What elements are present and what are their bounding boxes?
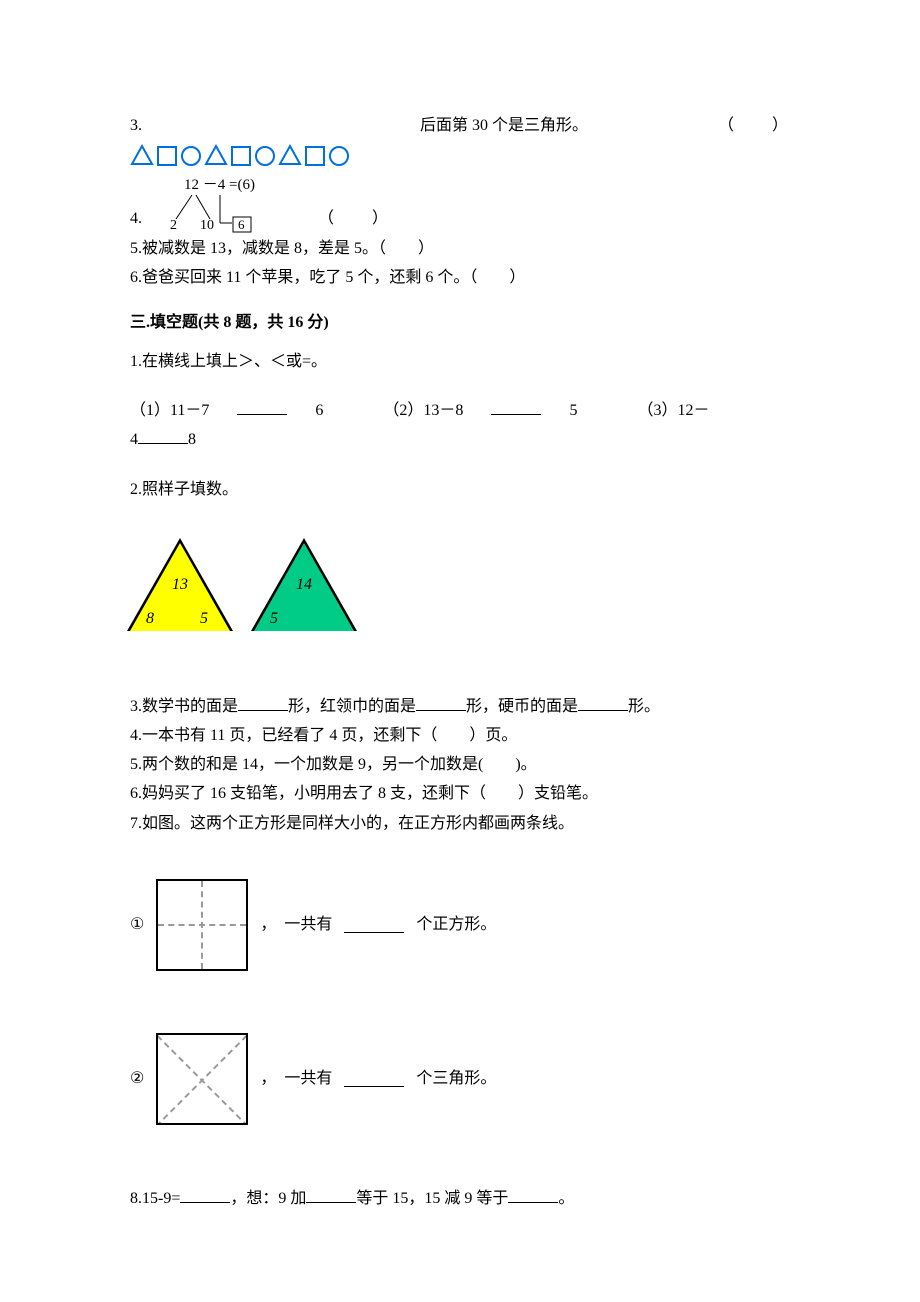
- square-cross: [156, 879, 248, 971]
- q4-paren: （ ）: [318, 205, 390, 232]
- s3-q1-lead: 1.在横线上填上＞、＜或=。: [130, 348, 790, 375]
- s3-q7-lead: 7.如图。这两个正方形是同样大小的，在正方形内都画两条线。: [130, 810, 790, 837]
- svg-text:2: 2: [170, 218, 177, 233]
- svg-text:10: 10: [200, 218, 214, 233]
- blank[interactable]: [306, 1187, 356, 1203]
- blank[interactable]: [508, 1187, 558, 1203]
- s3-q1-p3-cont: 48: [130, 426, 790, 453]
- blank[interactable]: [180, 1187, 230, 1203]
- s3-q1-items: （1）11－76 （2）13－85 （3）12－: [130, 397, 790, 424]
- svg-text:12 －4 =(6): 12 －4 =(6): [184, 177, 255, 193]
- s3-q1-p1: （1）11－76: [130, 402, 355, 419]
- circled-2: ②: [130, 1065, 144, 1092]
- blank[interactable]: [344, 1071, 404, 1087]
- svg-text:6: 6: [238, 217, 245, 232]
- question-5: 5.被减数是 13，减数是 8，差是 5。（ ）: [130, 235, 790, 262]
- blank[interactable]: [138, 428, 188, 444]
- blank[interactable]: [238, 695, 288, 711]
- q3-number: 3.: [130, 117, 142, 134]
- s3-q7-row2: ② ， 一共有个三角形。: [130, 1033, 790, 1125]
- question-4: 4. 12 －4 =(6) 2 10 6 （ ）: [130, 175, 790, 233]
- blank[interactable]: [344, 917, 404, 933]
- question-6: 6.爸爸买回来 11 个苹果，吃了 5 个，还剩 6 个。（ ）: [130, 264, 790, 291]
- q3-text: 后面第 30 个是三角形。: [420, 112, 588, 139]
- s3-q3: 3.数学书的面是形，红领巾的面是形，硬币的面是形。: [130, 693, 790, 720]
- s3-q1-p3a: （3）12－: [637, 402, 709, 419]
- shape-sequence: [130, 143, 360, 169]
- q4-number: 4.: [130, 205, 142, 232]
- blank[interactable]: [237, 399, 287, 415]
- triangle-examples: 13 8 5 14 5: [130, 543, 790, 631]
- blank[interactable]: [416, 695, 466, 711]
- blank[interactable]: [578, 695, 628, 711]
- s3-q2-lead: 2.照样子填数。: [130, 476, 790, 503]
- s3-q8: 8.15-9=，想：9 加等于 15，15 减 9 等于。: [130, 1185, 790, 1212]
- circled-1: ①: [130, 911, 144, 938]
- triangle-b: 14 5: [254, 543, 354, 631]
- q3-paren: （ ）: [718, 112, 790, 139]
- number-decomposition: 12 －4 =(6) 2 10 6: [148, 175, 288, 233]
- section-3-title: 三.填空题(共 8 题，共 16 分): [130, 309, 790, 336]
- triangle-a: 13 8 5: [130, 543, 230, 631]
- s3-q5: 5.两个数的和是 14，一个加数是 9，另一个加数是( )。: [130, 751, 790, 778]
- s3-q7-row1: ① ， 一共有个正方形。: [130, 879, 790, 971]
- s3-q6: 6.妈妈买了 16 支铅笔，小明用去了 8 支，还剩下（ ）支铅笔。: [130, 780, 790, 807]
- question-3: 3. 后面第 30 个是三角形。 （ ）: [130, 112, 790, 169]
- s3-q1-p2: （2）13－85: [383, 402, 609, 419]
- s3-q4: 4.一本书有 11 页，已经看了 4 页，还剩下（ ）页。: [130, 722, 790, 749]
- square-x: [156, 1033, 248, 1125]
- blank[interactable]: [491, 399, 541, 415]
